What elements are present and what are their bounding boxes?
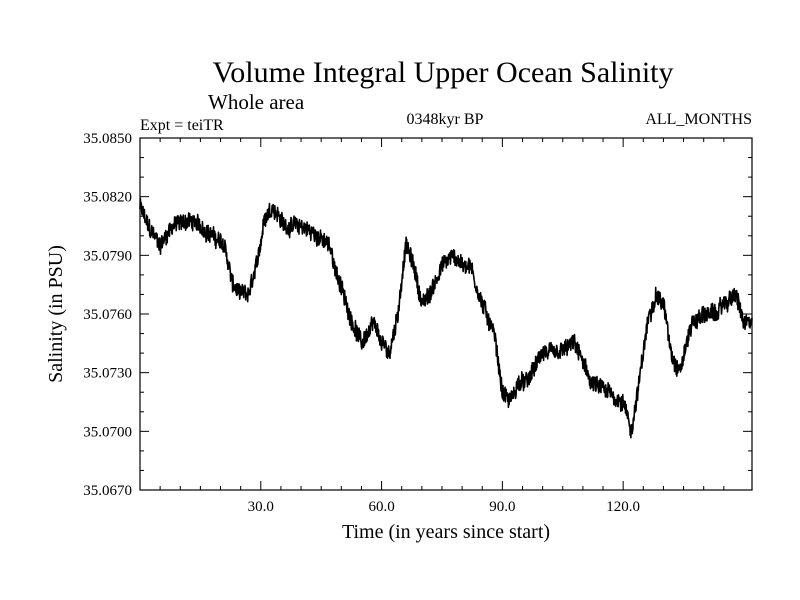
x-tick-label: 90.0 <box>489 499 515 515</box>
y-tick-label: 35.0820 <box>83 190 132 206</box>
x-tick-label: 30.0 <box>248 499 274 515</box>
y-tick-label: 35.0700 <box>83 424 132 440</box>
axes: 30.0 60.0 90.0 120.0 35.0670 35.0700 35.0730 35… <box>83 131 752 515</box>
y-tick-label: 35.0760 <box>83 307 132 323</box>
x-tick-label: 120.0 <box>606 499 640 515</box>
y-tick-label: 35.0670 <box>83 483 132 499</box>
y-tick-label: 35.0850 <box>83 131 132 147</box>
annotation-period: 0348kyr BP <box>407 111 484 128</box>
y-tick-label: 35.0730 <box>83 366 132 382</box>
y-tick-label: 35.0790 <box>83 248 132 264</box>
salinity-series-line <box>139 197 753 439</box>
x-axis-label: Time (in years since start) <box>342 521 550 543</box>
chart-subtitle: Whole area <box>208 90 305 114</box>
annotation-experiment: Expt = teiTR <box>140 117 224 134</box>
chart-title: Volume Integral Upper Ocean Salinity <box>213 56 674 89</box>
plot-frame <box>139 137 753 491</box>
x-tick-label: 60.0 <box>368 499 394 515</box>
plot-area <box>139 197 753 439</box>
annotation-months: ALL_MONTHS <box>645 111 752 128</box>
y-axis-label: Salinity (in PSU) <box>45 245 67 383</box>
